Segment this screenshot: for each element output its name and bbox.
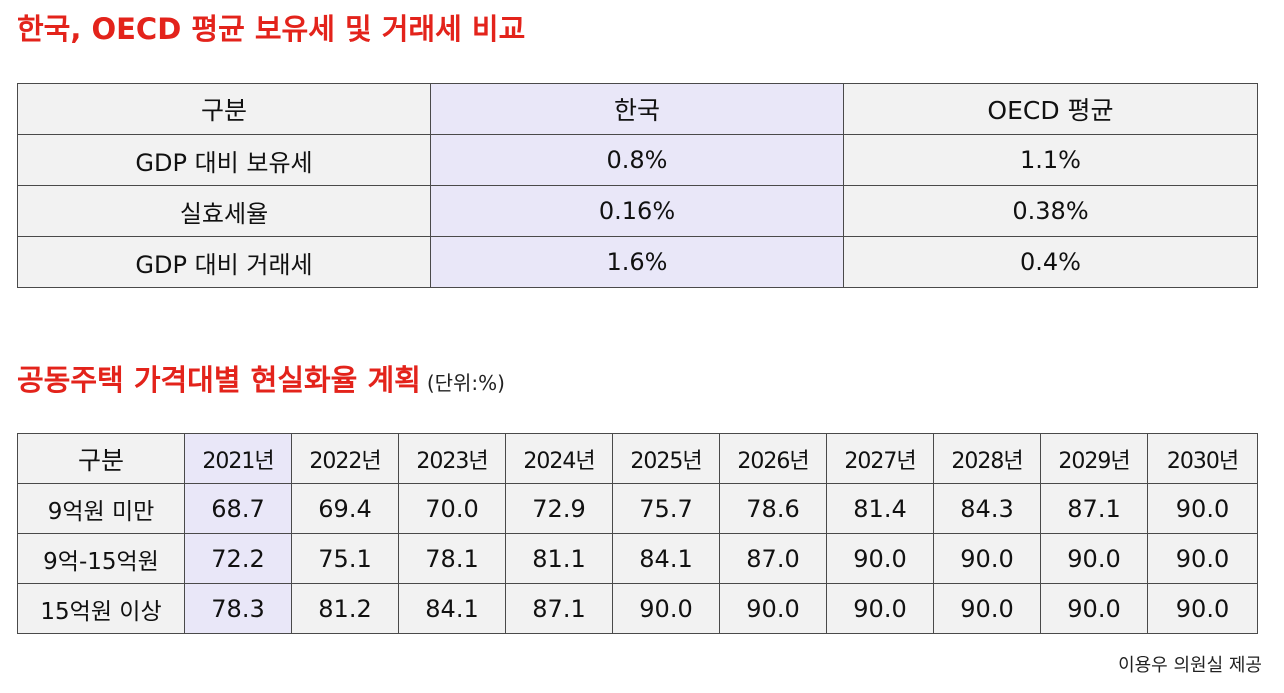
header-year: 2024년 (505, 433, 613, 484)
table-row: 9억원 미만 68.7 69.4 70.0 72.9 75.7 78.6 81.… (17, 483, 1258, 534)
rate-cell: 72.2 (184, 533, 292, 584)
rate-cell: 90.0 (1040, 533, 1148, 584)
rate-cell: 90.0 (1040, 583, 1148, 634)
rate-cell: 81.2 (291, 583, 399, 634)
row-label: 실효세율 (17, 185, 431, 237)
header-year: 2029년 (1040, 433, 1148, 484)
table-row: 실효세율 0.16% 0.38% (17, 185, 1258, 237)
table-row: 9억-15억원 72.2 75.1 78.1 81.1 84.1 87.0 90… (17, 533, 1258, 584)
rate-cell: 69.4 (291, 483, 399, 534)
header-category: 구분 (17, 83, 431, 135)
oecd-value: 1.1% (843, 134, 1258, 186)
header-korea: 한국 (430, 83, 844, 135)
realization-rate-title: 공동주택 가격대별 현실화율 계획 (단위:%) (17, 366, 505, 395)
header-year: 2028년 (933, 433, 1041, 484)
rate-cell: 90.0 (719, 583, 827, 634)
rate-cell: 87.1 (505, 583, 613, 634)
table-row: GDP 대비 보유세 0.8% 1.1% (17, 134, 1258, 186)
rate-cell: 68.7 (184, 483, 292, 534)
table-row: 15억원 이상 78.3 81.2 84.1 87.1 90.0 90.0 90… (17, 583, 1258, 634)
korea-value: 1.6% (430, 236, 844, 288)
oecd-value: 0.4% (843, 236, 1258, 288)
rate-cell: 90.0 (826, 533, 934, 584)
header-category: 구분 (17, 433, 185, 484)
table-row: GDP 대비 거래세 1.6% 0.4% (17, 236, 1258, 288)
rate-cell: 90.0 (933, 533, 1041, 584)
header-year: 2021년 (184, 433, 292, 484)
tax-comparison-title: 한국, OECD 평균 보유세 및 거래세 비교 (17, 12, 526, 46)
rate-cell: 90.0 (826, 583, 934, 634)
rate-cell: 84.1 (612, 533, 720, 584)
header-year: 2025년 (612, 433, 720, 484)
header-year: 2022년 (291, 433, 399, 484)
rate-cell: 90.0 (1147, 583, 1258, 634)
rate-cell: 84.1 (398, 583, 506, 634)
rate-cell: 72.9 (505, 483, 613, 534)
unit-label: (단위:%) (426, 371, 505, 395)
rate-cell: 90.0 (933, 583, 1041, 634)
row-label: 9억원 미만 (17, 483, 185, 534)
tax-comparison-table: 구분 한국 OECD 평균 GDP 대비 보유세 0.8% 1.1% 실효세율 … (17, 83, 1258, 288)
realization-rate-table: 구분 2021년 2022년 2023년 2024년 2025년 2026년 2… (17, 433, 1258, 634)
rate-cell: 84.3 (933, 483, 1041, 534)
rate-cell: 78.3 (184, 583, 292, 634)
header-oecd-average: OECD 평균 (843, 83, 1258, 135)
realization-rate-title-text: 공동주택 가격대별 현실화율 계획 (17, 363, 421, 397)
rate-cell: 90.0 (1147, 533, 1258, 584)
rate-cell: 75.1 (291, 533, 399, 584)
oecd-value: 0.38% (843, 185, 1258, 237)
header-year: 2030년 (1147, 433, 1258, 484)
rate-cell: 81.4 (826, 483, 934, 534)
rate-cell: 90.0 (612, 583, 720, 634)
rate-cell: 87.1 (1040, 483, 1148, 534)
rate-cell: 70.0 (398, 483, 506, 534)
korea-value: 0.16% (430, 185, 844, 237)
rate-cell: 90.0 (1147, 483, 1258, 534)
header-year: 2027년 (826, 433, 934, 484)
table-header-row: 구분 한국 OECD 평균 (17, 83, 1258, 135)
rate-cell: 78.1 (398, 533, 506, 584)
header-year: 2026년 (719, 433, 827, 484)
row-label: 9억-15억원 (17, 533, 185, 584)
source-credit: 이용우 의원실 제공 (1118, 655, 1262, 676)
rate-cell: 75.7 (612, 483, 720, 534)
rate-cell: 87.0 (719, 533, 827, 584)
rate-cell: 78.6 (719, 483, 827, 534)
header-year: 2023년 (398, 433, 506, 484)
row-label: GDP 대비 보유세 (17, 134, 431, 186)
row-label: GDP 대비 거래세 (17, 236, 431, 288)
korea-value: 0.8% (430, 134, 844, 186)
table-header-row: 구분 2021년 2022년 2023년 2024년 2025년 2026년 2… (17, 433, 1258, 484)
row-label: 15억원 이상 (17, 583, 185, 634)
rate-cell: 81.1 (505, 533, 613, 584)
